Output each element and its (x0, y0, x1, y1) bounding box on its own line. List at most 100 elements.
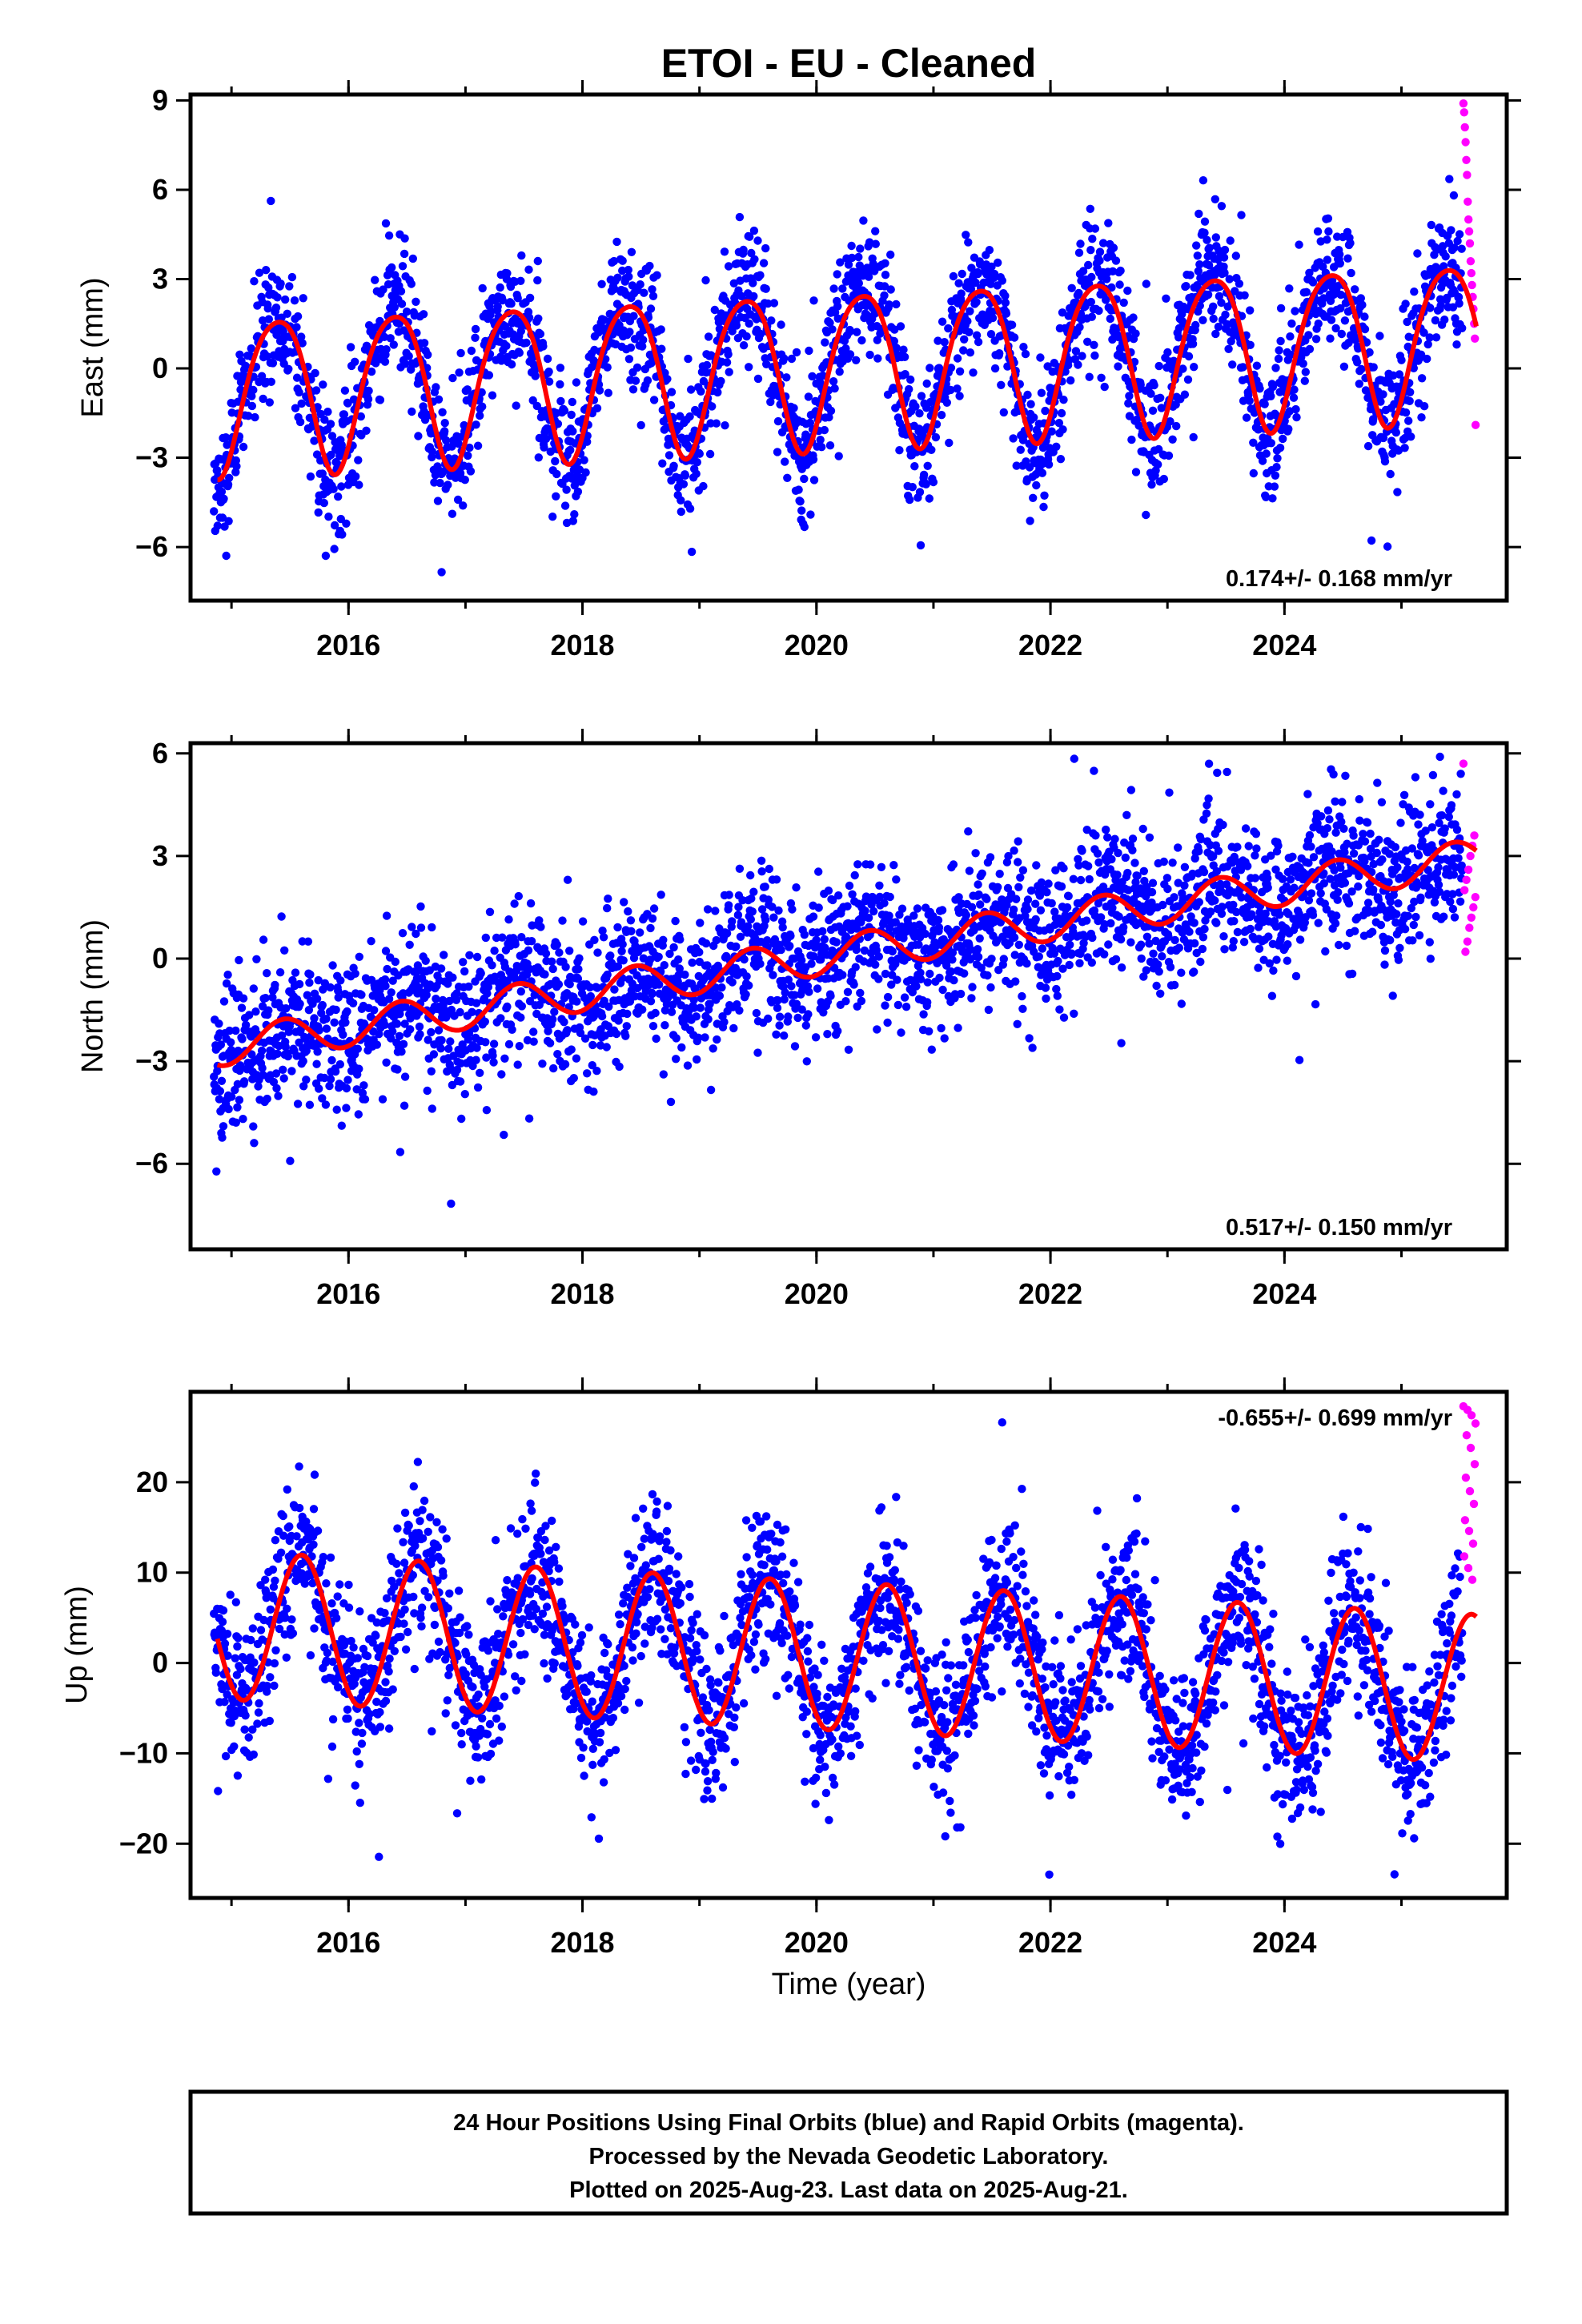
data-point (1393, 488, 1402, 497)
data-point (264, 283, 273, 292)
data-point (416, 902, 425, 911)
data-point (332, 1105, 341, 1114)
data-point (809, 476, 819, 485)
data-point (959, 346, 968, 355)
data-point (807, 959, 816, 968)
data-point (224, 1104, 233, 1114)
data-point (603, 970, 612, 979)
data-point (667, 1007, 677, 1016)
data-point (527, 937, 536, 946)
data-point (889, 861, 898, 870)
data-point (315, 1026, 323, 1035)
data-point (545, 1039, 555, 1047)
data-point (297, 399, 306, 408)
data-point (1391, 428, 1401, 437)
data-point (318, 1000, 327, 1010)
data-point (1182, 282, 1191, 291)
data-point (1404, 416, 1413, 425)
data-point (830, 384, 839, 393)
data-point (334, 987, 343, 995)
data-point (312, 995, 322, 1003)
data-point (235, 955, 243, 965)
data-point (885, 892, 894, 902)
data-point (1096, 913, 1106, 922)
data-point (1050, 907, 1059, 916)
data-point (1168, 858, 1177, 867)
data-point (570, 510, 579, 519)
data-point (416, 1030, 424, 1039)
data-point (710, 305, 719, 315)
data-point (857, 336, 866, 345)
data-point (1178, 364, 1187, 373)
data-point (370, 1006, 379, 1015)
rapid-point (1460, 108, 1469, 117)
data-point (1018, 1004, 1027, 1014)
data-point (797, 956, 806, 965)
data-point (416, 923, 426, 932)
data-point (780, 354, 789, 363)
data-point (471, 324, 480, 334)
data-point (620, 898, 628, 907)
data-point (1019, 343, 1028, 352)
data-point (217, 487, 227, 497)
rapid-point (1471, 420, 1480, 429)
data-point (485, 907, 495, 917)
data-point (498, 933, 507, 942)
rapid-point (1471, 334, 1480, 343)
data-point (1447, 226, 1456, 235)
data-point (436, 1044, 445, 1053)
data-point (684, 354, 693, 364)
data-point (498, 296, 507, 305)
data-point (465, 951, 474, 960)
data-point (685, 412, 694, 421)
data-point (488, 391, 497, 400)
data-point (329, 485, 338, 493)
data-point (389, 340, 398, 349)
data-point (484, 371, 494, 380)
data-point (800, 931, 809, 939)
data-point (1174, 333, 1183, 342)
data-point (555, 948, 564, 957)
data-point (496, 1014, 505, 1023)
data-point (1076, 239, 1085, 248)
data-point (275, 968, 285, 977)
data-point (1211, 896, 1219, 905)
data-point (453, 495, 463, 505)
data-point (1058, 964, 1067, 973)
data-point (833, 1027, 842, 1035)
data-point (693, 1055, 701, 1064)
data-point (745, 363, 753, 372)
data-point (349, 395, 359, 404)
data-point (434, 1026, 444, 1035)
data-point (1365, 348, 1374, 357)
data-point (654, 952, 663, 962)
data-point (674, 955, 683, 964)
data-point (833, 270, 841, 279)
data-point (1375, 332, 1384, 340)
data-point (793, 1013, 802, 1023)
data-point (914, 940, 923, 949)
data-point (1232, 907, 1241, 917)
data-point (575, 954, 584, 963)
data-point (379, 285, 387, 294)
data-point (890, 325, 899, 334)
data-point (1367, 536, 1376, 545)
data-point (396, 1148, 405, 1156)
data-point (900, 352, 909, 361)
data-point (765, 864, 773, 874)
data-point (247, 344, 255, 353)
data-point (1056, 455, 1066, 464)
data-point (990, 364, 1000, 373)
data-point (826, 406, 836, 416)
data-point (937, 1023, 946, 1033)
data-point (438, 408, 447, 416)
data-point (1145, 833, 1154, 842)
data-point (875, 881, 884, 891)
data-point (1022, 959, 1031, 968)
data-point (802, 1057, 811, 1066)
data-point (954, 279, 963, 287)
data-point (339, 1030, 347, 1039)
data-point (305, 1100, 315, 1109)
data-point (627, 247, 636, 256)
data-point (1171, 400, 1180, 409)
